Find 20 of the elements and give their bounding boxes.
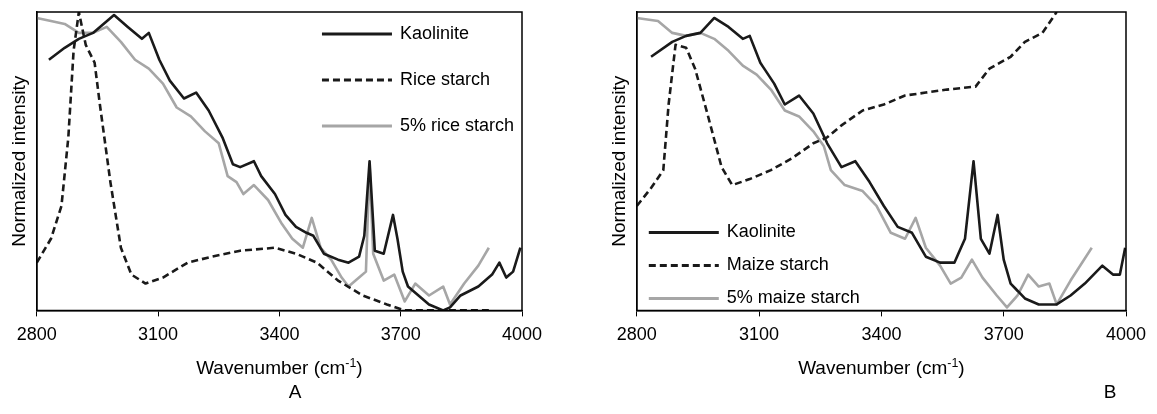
y-axis-title: Normalized intensity xyxy=(7,75,29,247)
x-tick-label: 3100 xyxy=(739,324,780,345)
x-tick-label: 3700 xyxy=(380,324,421,345)
x-tick-label: 2800 xyxy=(616,324,657,345)
legend-label: Rice starch xyxy=(399,68,490,89)
text: B xyxy=(1103,381,1117,403)
legend-label: Maize starch xyxy=(726,254,829,275)
legend-label: Kaolinite xyxy=(726,221,796,242)
text: A xyxy=(288,381,302,403)
legend-label: 5% rice starch xyxy=(399,114,515,135)
x-tick-label: 3700 xyxy=(983,324,1024,345)
y-axis-title: Normalized intensity xyxy=(607,75,629,247)
x-tick-label: 3100 xyxy=(138,324,179,345)
legend-label: Kaolinite xyxy=(399,22,470,43)
x-tick-label: 3400 xyxy=(861,324,902,345)
legend-label: 5% maize starch xyxy=(726,287,860,308)
x-tick-label: 4000 xyxy=(501,324,543,345)
x-tick-label: 4000 xyxy=(1105,324,1147,345)
x-tick-label: 3400 xyxy=(259,324,300,345)
x-tick-label: 2800 xyxy=(16,324,57,345)
